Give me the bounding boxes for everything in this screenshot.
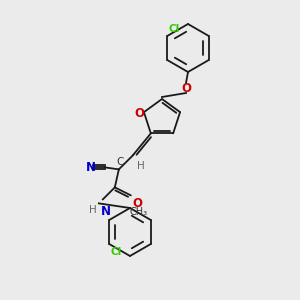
Text: O: O [134,106,144,120]
Text: Cl: Cl [168,24,179,34]
Text: H: H [89,206,97,215]
Text: O: O [133,197,143,210]
Text: H: H [137,161,145,171]
Text: CH₃: CH₃ [130,207,148,217]
Text: N: N [86,161,96,174]
Text: Cl: Cl [110,247,122,257]
Text: C: C [116,158,124,167]
Text: N: N [101,206,111,218]
Text: O: O [181,82,191,94]
